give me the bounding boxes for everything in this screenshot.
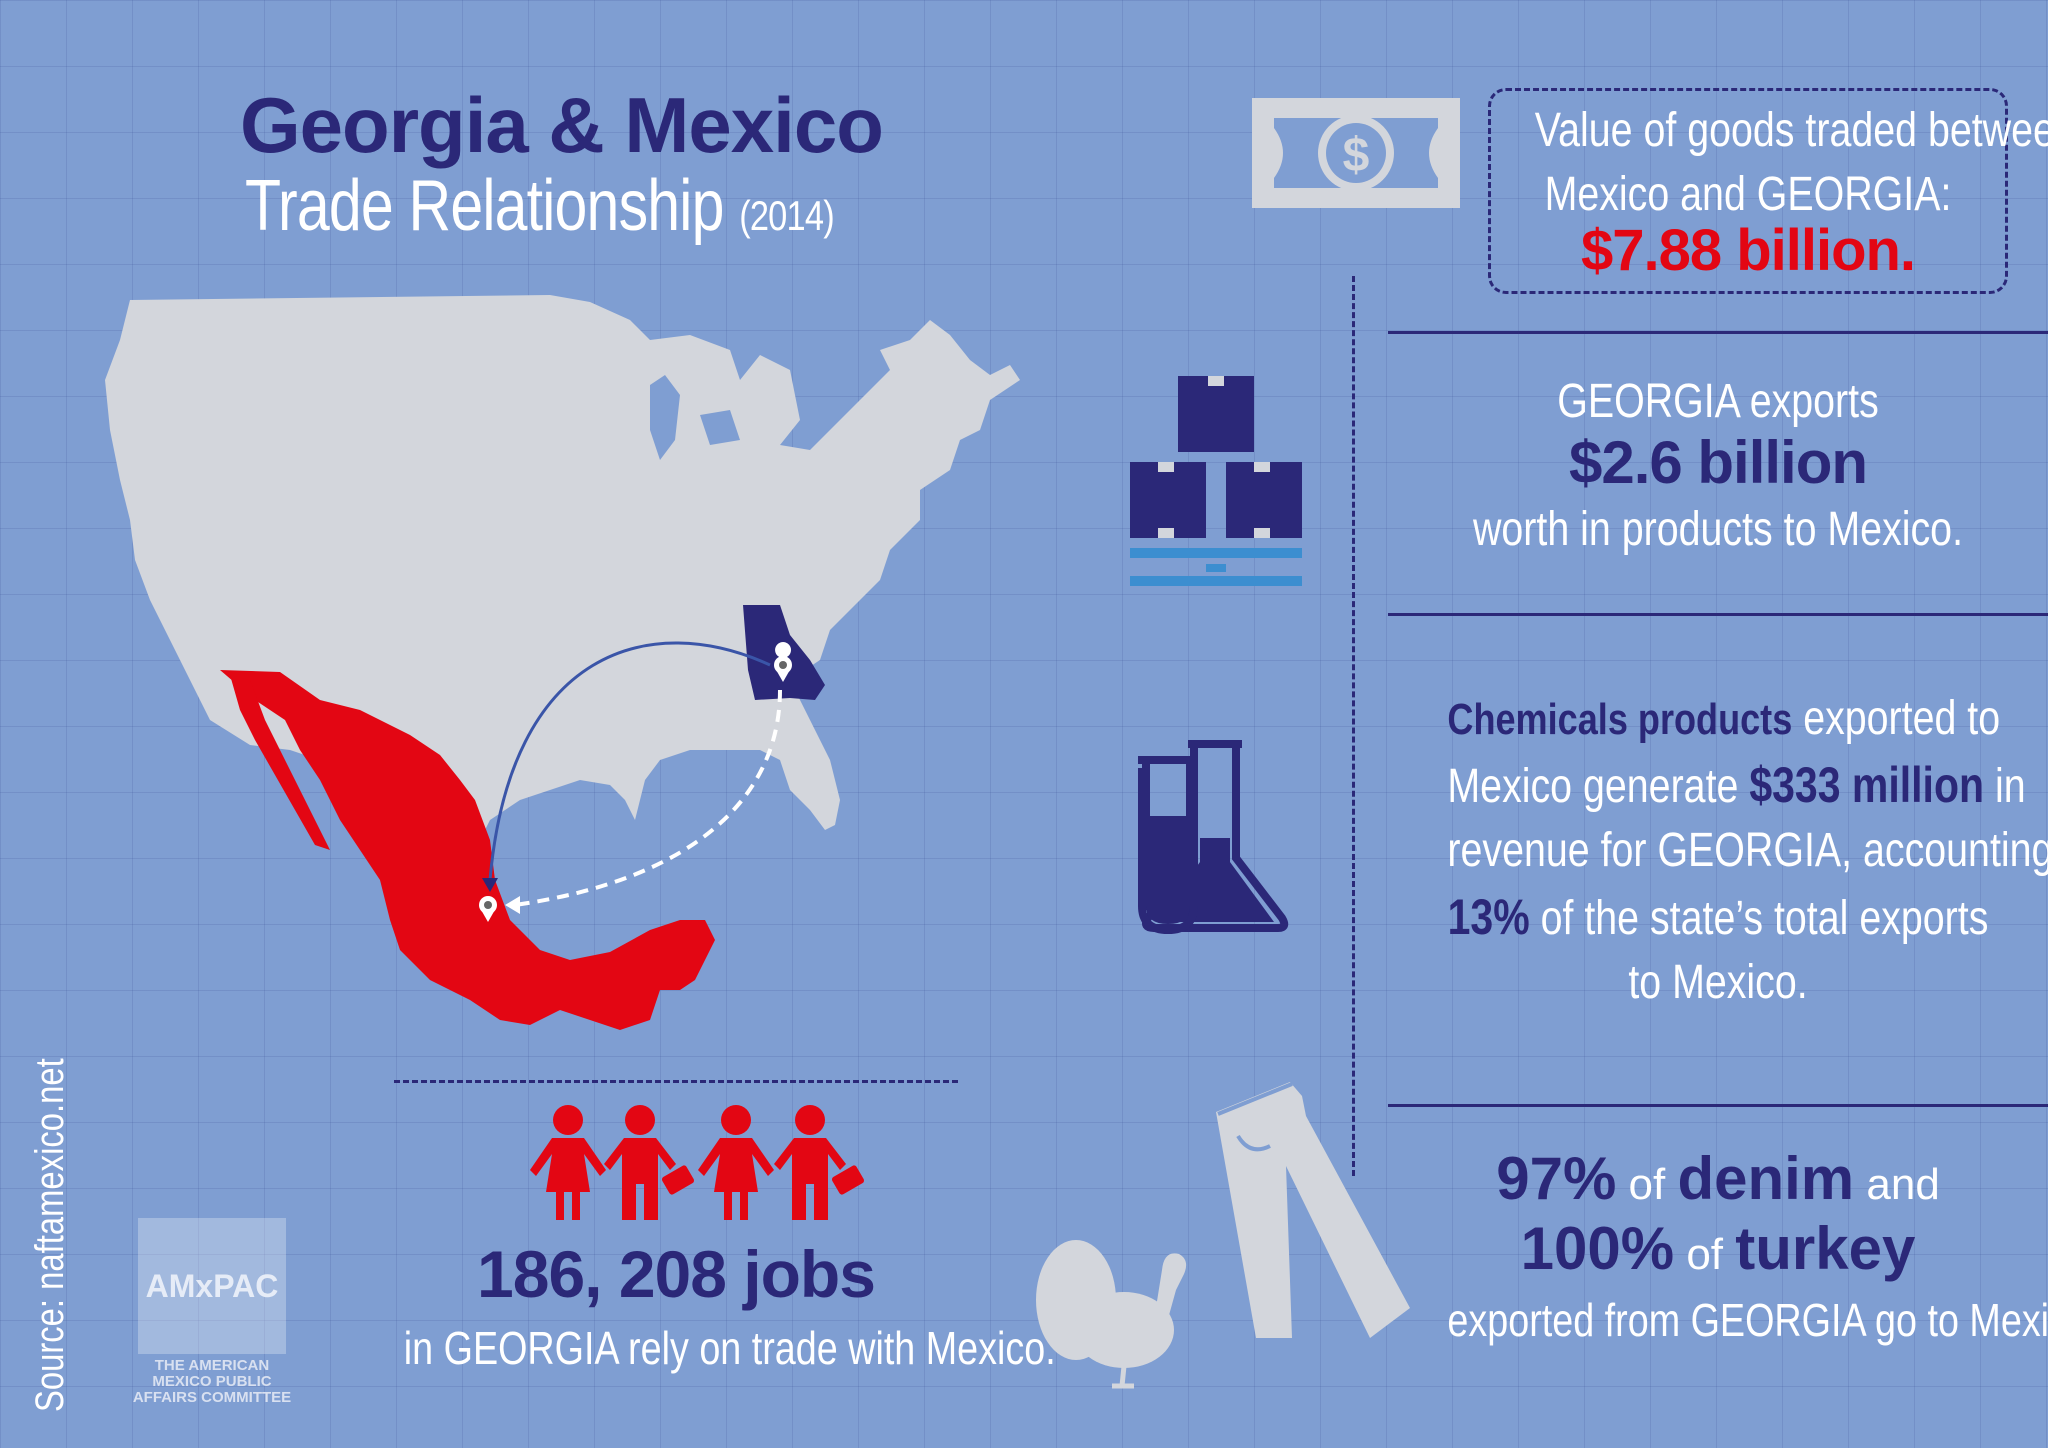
agri-of1: of	[1616, 1160, 1678, 1209]
north-america-map	[105, 295, 1020, 1030]
page-subtitle: Trade Relationship (2014)	[245, 165, 835, 247]
jeans-icon	[1216, 1082, 1410, 1338]
boxes-pallet-icon	[1130, 376, 1302, 586]
chemicals-text2: Mexico generate	[1447, 760, 1750, 813]
subtitle-year: (2014)	[739, 192, 834, 239]
chemicals-text5: of the state’s total exports	[1529, 892, 1989, 945]
chemicals-line3: revenue for GEORGIA, accounting for	[1447, 824, 2048, 877]
chemicals-bold3: 13%	[1447, 889, 1530, 945]
agri-line3: exported from GEORGIA go to Mexico.	[1447, 1294, 2048, 1346]
exports-amount: $2.6 billion	[1568, 429, 1868, 496]
map-pin-icon	[774, 642, 792, 682]
agri-line2: 100% of turkey	[1388, 1210, 2048, 1294]
amxpac-logo: AMxPAC	[138, 1218, 286, 1354]
agri-pct2: 100%	[1520, 1215, 1675, 1282]
divider-line-2	[1388, 613, 2048, 616]
trade-value-line1: Value of goods traded between	[1534, 104, 2048, 157]
mexico-map-shape	[220, 670, 715, 1030]
trade-value-amount: $7.88 billion.	[1580, 218, 1916, 283]
chemicals-bold2: $333 million	[1749, 757, 1985, 813]
agri-line1: 97% of denim and	[1388, 1140, 2048, 1224]
logo-caption: THE AMERICAN MEXICO PUBLIC AFFAIRS COMMI…	[132, 1357, 292, 1406]
map-pin-icon	[479, 896, 497, 922]
agri-pct1: 97%	[1496, 1145, 1617, 1212]
exports-line3: worth in products to Mexico.	[1472, 503, 1964, 556]
chemicals-bold1: Chemicals products	[1447, 695, 1793, 744]
divider-line-3	[1388, 1104, 2048, 1107]
logo-text: AMxPAC	[145, 1267, 279, 1304]
svg-text:$: $	[1343, 129, 1370, 182]
test-tubes-icon	[1138, 740, 1289, 934]
chemicals-text3: in	[1984, 760, 2026, 813]
agri-and: and	[1854, 1160, 1940, 1209]
trade-route-solid	[488, 641, 771, 881]
divider-line-1	[1388, 331, 2048, 334]
chemicals-line1: Chemicals products exported to	[1447, 686, 2000, 753]
turkey-icon	[1036, 1240, 1187, 1389]
exports-line1: GEORGIA exports	[1557, 375, 1879, 428]
subtitle-text: Trade Relationship	[245, 166, 724, 246]
us-map-shape	[105, 295, 1020, 880]
trade-value-box	[1488, 88, 2008, 294]
chemicals-line5: to Mexico.	[1628, 956, 1808, 1009]
jobs-divider	[394, 1080, 958, 1083]
agri-item2: turkey	[1735, 1215, 1916, 1282]
trade-route-arrowhead-white	[505, 896, 520, 914]
chemicals-text1: exported to	[1792, 692, 2001, 745]
workers-icon	[530, 1105, 865, 1220]
chemicals-line4: 13% of the state’s total exports	[1447, 884, 1989, 952]
jobs-value: 186, 208 jobs	[477, 1237, 876, 1311]
page-title: Georgia & Mexico	[240, 81, 884, 169]
agri-of2: of	[1674, 1230, 1736, 1279]
source-text: Source: naftamexico.net	[28, 1058, 72, 1412]
dollar-bill-icon: $	[1252, 98, 1460, 208]
jobs-text: in GEORGIA rely on trade with Mexico.	[403, 1322, 1056, 1374]
baja-california-shape	[230, 675, 330, 850]
agri-item1: denim	[1677, 1145, 1855, 1212]
trade-route-dashed	[514, 689, 782, 907]
vertical-divider	[1352, 276, 1355, 1176]
trade-route-arrowhead	[482, 878, 498, 892]
trade-value-line2: Mexico and GEORGIA:	[1544, 168, 1952, 221]
chemicals-line2: Mexico generate $333 million in	[1447, 752, 2025, 820]
great-lakes-shape	[650, 375, 740, 460]
